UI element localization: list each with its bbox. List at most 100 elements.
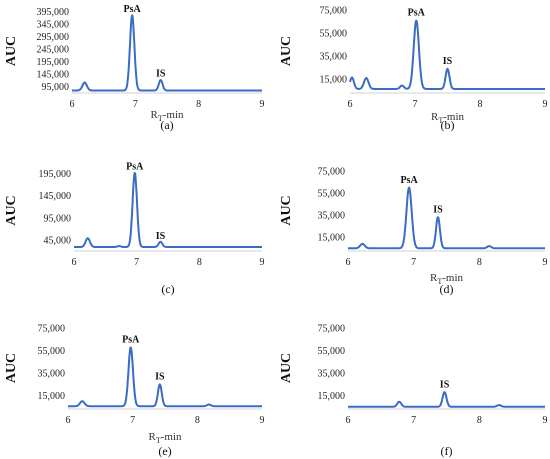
panel-label: (b) <box>441 118 455 132</box>
x-tick-label: 8 <box>477 415 482 426</box>
x-tick-label: 6 <box>72 257 77 268</box>
peak-annotation: PsA <box>122 334 140 345</box>
peak-annotation: PsA <box>400 175 418 186</box>
y-axis-label: AUC <box>279 353 294 383</box>
x-tick-label: 9 <box>543 415 548 426</box>
y-tick-label: 55,000 <box>38 346 66 357</box>
y-tick-label: 15,000 <box>318 391 346 402</box>
chart-panel-6: 15,000 35,000 55,000 75,000 6 7 8 9 AUC (f) IS <box>279 324 548 458</box>
chromatogram-trace <box>73 172 263 248</box>
y-tick-label: 35,000 <box>318 369 346 380</box>
peak-annotation: IS <box>433 204 443 215</box>
x-axis-label-main: R <box>148 431 156 443</box>
x-axis-label-suffix: -min <box>161 431 182 443</box>
y-tick-label: 15,000 <box>318 232 346 243</box>
peak-annotation: PsA <box>126 161 144 172</box>
chromatogram-trace <box>349 19 546 90</box>
x-tick-label: 8 <box>196 99 201 110</box>
y-tick-label: 145,000 <box>39 191 72 202</box>
x-axis-label-subscript: T <box>158 114 163 123</box>
panel-label: (e) <box>158 444 171 458</box>
y-tick-label: 55,000 <box>318 346 346 357</box>
chromatogram-trace <box>347 186 546 250</box>
chart-panel-2: 15,000 35,000 55,000 75,000 6 7 8 9 AUC RT-min(b)… <box>279 6 548 132</box>
y-axis-label: AUC <box>279 195 294 225</box>
y-tick-label: 35,000 <box>318 210 346 221</box>
x-tick-label: 9 <box>260 257 265 268</box>
x-tick-label: 7 <box>133 99 138 110</box>
panel-label: (f) <box>441 444 453 458</box>
panel-label: (d) <box>440 282 454 296</box>
peak-annotation: IS <box>156 69 166 80</box>
x-tick-label: 6 <box>70 99 75 110</box>
y-tick-label: 15,000 <box>320 75 348 86</box>
chromatogram-trace <box>67 346 263 408</box>
y-axis-label: AUC <box>4 36 19 66</box>
y-tick-label: 35,000 <box>320 52 348 63</box>
x-tick-label: 8 <box>197 257 202 268</box>
x-tick-label: 8 <box>478 99 483 110</box>
panel-label: (a) <box>160 118 173 132</box>
x-axis-label: RT-min <box>430 272 464 286</box>
y-axis-label: AUC <box>4 353 19 383</box>
x-axis-label-suffix: -min <box>443 111 464 123</box>
x-tick-label: 9 <box>543 257 548 268</box>
x-axis-label: RT-min <box>150 109 184 123</box>
y-tick-label: 395,000 <box>37 7 70 18</box>
x-axis-label-main: R <box>150 109 158 121</box>
peak-annotation: PsA <box>408 8 426 19</box>
y-axis-label: AUC <box>4 195 19 225</box>
x-axis-label-suffix: -min <box>442 272 463 284</box>
y-tick-label: 45,000 <box>44 235 72 246</box>
x-tick-label: 7 <box>413 99 418 110</box>
panel-label: (c) <box>161 282 174 296</box>
x-axis-label-subscript: T <box>156 436 161 445</box>
y-tick-label: 35,000 <box>38 369 66 380</box>
x-tick-label: 6 <box>66 415 71 426</box>
y-tick-label: 345,000 <box>37 20 70 31</box>
chart-panel-4: 15,000 35,000 55,000 75,000 6 7 8 9 AUC RT-min(d)… <box>279 167 548 296</box>
peak-annotation: IS <box>155 371 165 382</box>
y-tick-label: 75,000 <box>318 167 346 178</box>
y-tick-label: 95,000 <box>42 82 70 93</box>
x-axis-label: RT-min <box>431 111 465 125</box>
y-axis-label: AUC <box>279 36 294 66</box>
x-tick-label: 6 <box>348 99 353 110</box>
y-tick-label: 195,000 <box>37 57 70 68</box>
x-tick-label: 7 <box>411 257 416 268</box>
x-axis-label-main: R <box>430 272 438 284</box>
peak-annotation: IS <box>440 379 450 390</box>
y-tick-label: 75,000 <box>38 324 66 335</box>
x-tick-label: 7 <box>411 415 416 426</box>
y-tick-label: 295,000 <box>37 32 70 43</box>
x-axis-label-subscript: T <box>437 277 442 286</box>
y-tick-label: 55,000 <box>318 188 346 199</box>
x-tick-label: 6 <box>346 415 351 426</box>
x-axis-label-subscript: T <box>438 116 443 125</box>
y-tick-label: 145,000 <box>37 70 70 81</box>
x-tick-label: 9 <box>260 99 265 110</box>
x-tick-label: 8 <box>195 415 200 426</box>
x-tick-label: 9 <box>543 99 548 110</box>
peak-annotation: PsA <box>124 4 142 15</box>
y-tick-label: 75,000 <box>320 6 348 17</box>
x-tick-label: 6 <box>346 257 351 268</box>
y-tick-label: 245,000 <box>37 45 70 56</box>
chart-panel-3: 45,000 95,000 145,000 195,000 6 7 8 9 AUC (c) PsA I… <box>4 161 265 296</box>
x-tick-label: 7 <box>134 257 139 268</box>
y-tick-label: 55,000 <box>320 29 348 40</box>
chromatogram-trace <box>71 14 263 92</box>
peak-annotation: IS <box>156 231 166 242</box>
y-tick-label: 15,000 <box>38 391 66 402</box>
x-axis-label-main: R <box>431 111 439 123</box>
x-axis-label: RT-min <box>148 431 182 445</box>
y-tick-label: 75,000 <box>318 324 346 335</box>
chromatogram-trace <box>347 391 546 408</box>
x-axis-label-suffix: -min <box>163 109 184 121</box>
x-tick-label: 8 <box>477 257 482 268</box>
chart-panel-5: 15,000 35,000 55,000 75,000 6 7 8 9 AUC RT-min(e)… <box>4 324 265 458</box>
y-tick-label: 95,000 <box>44 213 72 224</box>
x-tick-label: 9 <box>260 415 265 426</box>
